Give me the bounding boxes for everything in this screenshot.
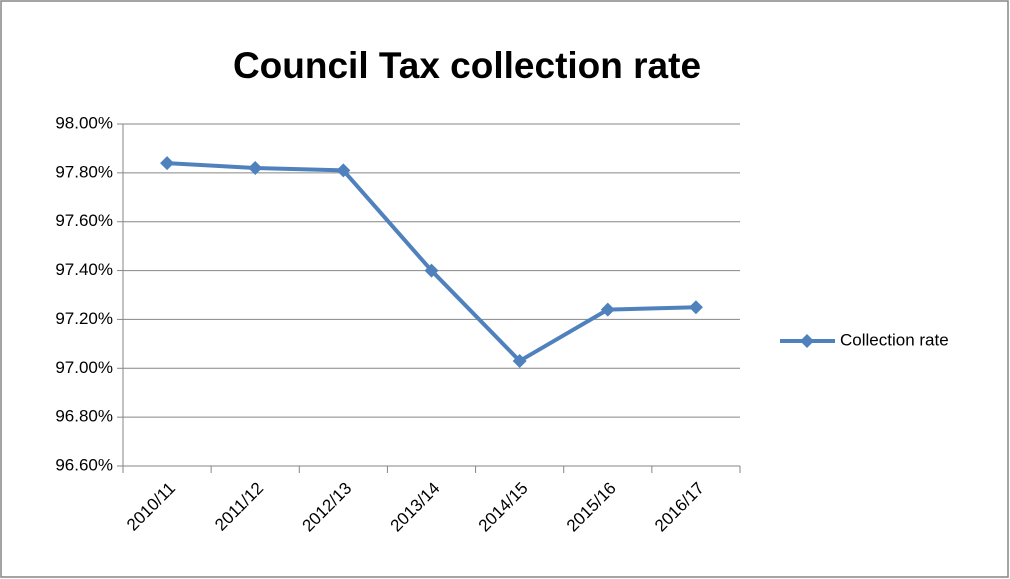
data-point <box>600 302 615 317</box>
data-point <box>336 163 351 178</box>
data-point <box>248 160 263 175</box>
y-tick-label: 98.00% <box>55 113 113 132</box>
legend-marker <box>800 334 814 348</box>
y-tick-label: 97.60% <box>55 211 113 230</box>
y-tick-label: 97.20% <box>55 309 113 328</box>
y-tick-label: 96.80% <box>55 407 113 426</box>
data-point <box>160 156 175 171</box>
y-tick-label: 96.60% <box>55 455 113 474</box>
y-tick-label: 97.00% <box>55 358 113 377</box>
chart-title: Council Tax collection rate <box>233 45 701 86</box>
y-tick-label: 97.80% <box>55 162 113 181</box>
y-tick-label: 97.40% <box>55 260 113 279</box>
legend-label: Collection rate <box>840 330 949 349</box>
data-point <box>512 353 527 368</box>
data-point <box>688 300 703 315</box>
data-point <box>424 263 439 278</box>
